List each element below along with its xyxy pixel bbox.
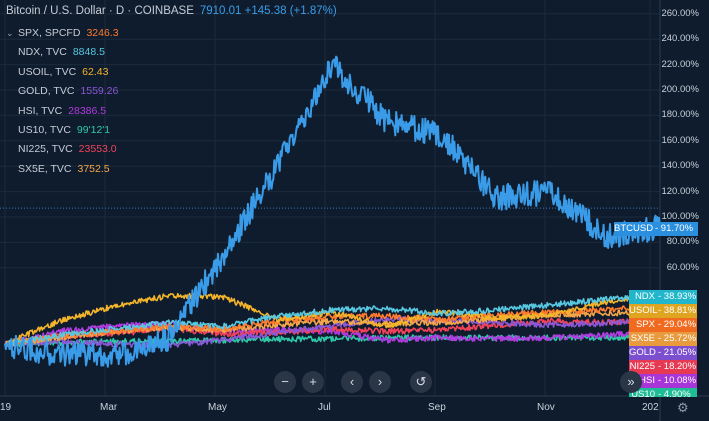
x-tick-label: Sep bbox=[428, 402, 446, 413]
series-tag-value: - 18.20% bbox=[658, 361, 697, 372]
series-tag: HSI - 10.08% bbox=[629, 374, 697, 388]
overlay-row[interactable]: US10, TVC 99'12'1 bbox=[6, 121, 119, 140]
series-line-btcusd[interactable] bbox=[4, 55, 661, 368]
series-tag-value: - 38.81% bbox=[658, 305, 697, 316]
series-tag-value: - 38.93% bbox=[658, 291, 697, 302]
y-tick-label: 140.00% bbox=[661, 160, 699, 172]
series-tag: USOIL- 38.81% bbox=[629, 304, 697, 318]
overlay-name: NI225, TVC bbox=[18, 143, 73, 156]
y-tick-label: 260.00% bbox=[661, 7, 699, 19]
series-tag-value: - 25.72% bbox=[658, 333, 697, 344]
series-tag-name: BTCUSD bbox=[614, 223, 654, 234]
overlay-row[interactable]: SX5E, TVC 3752.5 bbox=[6, 160, 119, 179]
overlay-value: 99'12'1 bbox=[76, 123, 111, 136]
y-tick-label: 60.00% bbox=[666, 261, 699, 273]
overlay-row[interactable]: GOLD, TVC 1559.26 bbox=[6, 82, 119, 101]
series-tag-name: USOIL bbox=[629, 305, 658, 316]
series-line-ndx[interactable] bbox=[4, 291, 661, 347]
overlay-value: 62.43 bbox=[82, 65, 109, 78]
scroll-to-realtime-button[interactable]: » bbox=[620, 371, 642, 393]
overlay-value: 28386.5 bbox=[68, 104, 107, 117]
series-tag: GOLD - 21.05% bbox=[629, 346, 697, 360]
chart-header: Bitcoin / U.S. Dollar · D · COINBASE 7910… bbox=[6, 5, 337, 17]
zoom-out-button[interactable]: − bbox=[274, 371, 296, 393]
overlay-name: US10, TVC bbox=[18, 123, 71, 136]
series-tag-name: SPX bbox=[635, 319, 655, 330]
overlay-row[interactable]: HSI, TVC 28386.5 bbox=[6, 102, 119, 121]
series-tag-name: GOLD bbox=[629, 347, 656, 358]
y-tick-label: 120.00% bbox=[661, 185, 699, 197]
y-tick-label: 100.00% bbox=[661, 211, 699, 222]
series-line-us10[interactable] bbox=[4, 334, 661, 348]
overlay-value: 3752.5 bbox=[77, 162, 110, 175]
x-tick-label: 19 bbox=[0, 402, 12, 413]
y-tick-label: 220.00% bbox=[661, 58, 699, 70]
series-tag: SPX - 29.04% bbox=[629, 318, 697, 332]
last-price: 7910.01 +145.38 (+1.87%) bbox=[199, 5, 337, 17]
series-tag-name: SX5E bbox=[630, 333, 655, 344]
overlay-row[interactable]: NDX, TVC 8848.5 bbox=[6, 43, 119, 62]
series-tag-value: - 10.08% bbox=[658, 375, 697, 386]
x-tick-label: Mar bbox=[100, 402, 118, 413]
y-tick-label: 80.00% bbox=[666, 236, 699, 248]
overlay-value: 23553.0 bbox=[78, 143, 117, 156]
series-tag-value: - 21.05% bbox=[658, 347, 697, 358]
series-tag-value: - 29.04% bbox=[658, 319, 697, 330]
overlay-row[interactable]: NI225, TVC 23553.0 bbox=[6, 140, 119, 159]
series-tag: NDX - 38.93% bbox=[629, 290, 697, 304]
scroll-forward-button[interactable]: › bbox=[369, 371, 391, 393]
overlay-value: 1559.26 bbox=[80, 85, 119, 98]
series-tag-name: HSI bbox=[639, 375, 655, 386]
y-tick-label: 200.00% bbox=[661, 84, 699, 95]
scroll-back-button[interactable]: ‹ bbox=[341, 371, 363, 393]
series-tag-name: NI225 bbox=[629, 361, 655, 372]
series-tag-value: - 4.90% bbox=[658, 389, 691, 397]
x-tick-label: May bbox=[208, 402, 227, 413]
series-tag: BTCUSD - 91.70% bbox=[614, 222, 698, 236]
y-tick-label: 240.00% bbox=[661, 33, 699, 45]
overlay-value: 3246.3 bbox=[86, 27, 119, 39]
x-tick-label: Jul bbox=[318, 402, 331, 413]
series-tag: NI225- 18.20% bbox=[629, 360, 697, 374]
series-line-spx[interactable] bbox=[4, 304, 661, 347]
overlay-legend: ⌄ SPX, SPCFD 3246.3 NDX, TVC 8848.5 USOIL, TV… bbox=[6, 24, 119, 179]
overlay-row[interactable]: USOIL, TVC 62.43 bbox=[6, 63, 119, 82]
y-tick-label: 180.00% bbox=[661, 109, 699, 121]
y-tick-label: 160.00% bbox=[661, 134, 699, 146]
overlay-name: USOIL, TVC bbox=[18, 65, 77, 78]
gear-icon[interactable]: ⚙ bbox=[677, 400, 689, 415]
overlay-name: NDX, TVC bbox=[18, 46, 67, 59]
series-tag: US10- 4.90% bbox=[629, 388, 697, 397]
overlay-value: 8848.5 bbox=[72, 46, 105, 59]
overlay-row[interactable]: ⌄ SPX, SPCFD 3246.3 bbox=[6, 24, 119, 43]
series-tag-name: NDX bbox=[634, 291, 655, 302]
symbol-title: Bitcoin / U.S. Dollar · D · COINBASE bbox=[6, 5, 194, 17]
x-tick-label: 202 bbox=[642, 402, 659, 413]
chevron-down-icon[interactable]: ⌄ bbox=[6, 28, 14, 38]
series-tag-value: - 91.70% bbox=[655, 223, 694, 234]
series-tag: SX5E - 25.72% bbox=[629, 332, 697, 346]
zoom-in-button[interactable]: + bbox=[302, 371, 324, 393]
reset-chart-button[interactable]: ↺ bbox=[410, 371, 432, 393]
x-tick-label: Nov bbox=[537, 402, 555, 413]
overlay-name: SX5E, TVC bbox=[18, 162, 72, 175]
overlay-name: GOLD, TVC bbox=[18, 85, 75, 98]
overlay-name: SPX, SPCFD bbox=[18, 27, 81, 39]
series-tag-name: US10 bbox=[631, 389, 655, 397]
overlay-name: HSI, TVC bbox=[18, 104, 63, 117]
